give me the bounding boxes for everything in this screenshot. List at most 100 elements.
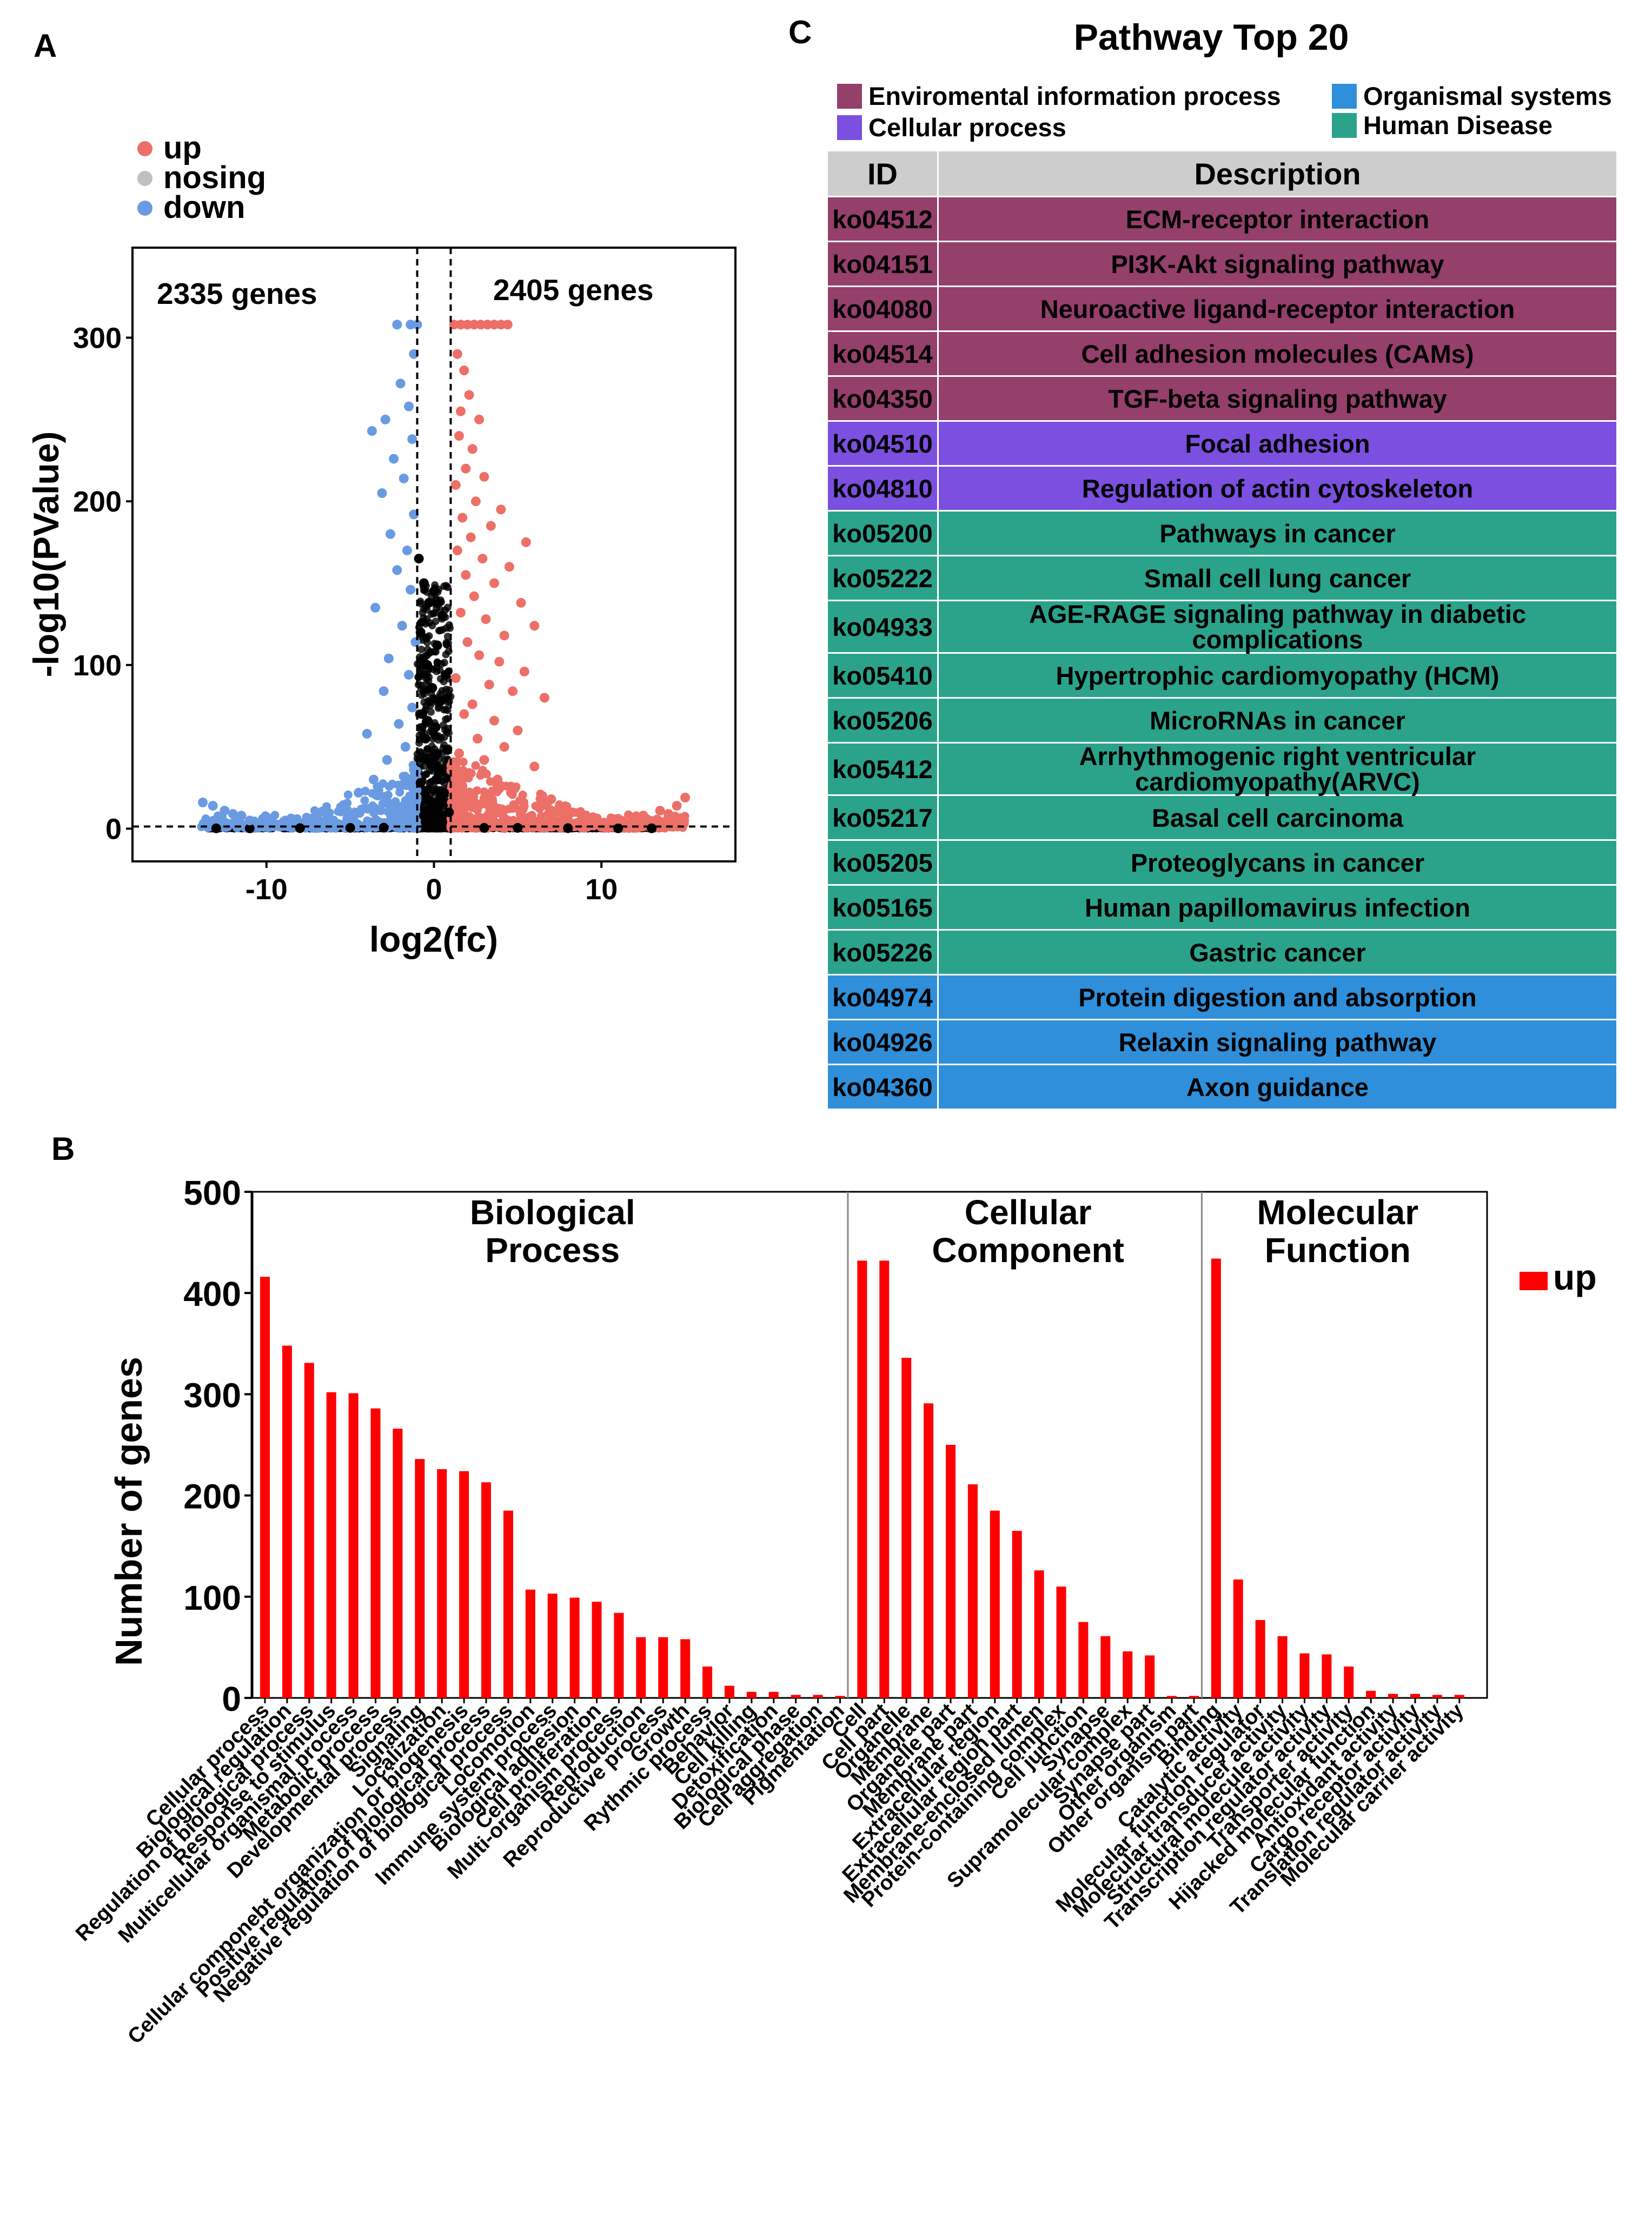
go-bar <box>1034 1570 1044 1698</box>
volcano-axes: 0 100 200 300 -10 0 10 <box>73 322 618 906</box>
kegg-row-description: Proteoglycans in cancer <box>937 839 1618 886</box>
nosing-point <box>429 801 439 811</box>
go-group-title: Function <box>1265 1231 1411 1270</box>
nosing-point <box>613 823 623 833</box>
down-point <box>369 774 379 785</box>
go-plot-frame <box>250 1191 1488 1699</box>
nosing-highlight-points <box>211 554 657 833</box>
kegg-row: ko05226 Gastric cancer <box>826 929 1618 975</box>
nosing-point <box>414 554 424 564</box>
nosing-point <box>421 734 431 744</box>
down-point <box>410 637 421 647</box>
legend-dot-nosing <box>137 171 152 186</box>
go-bar <box>967 1484 978 1698</box>
up-point <box>504 562 514 572</box>
go-bar <box>1211 1258 1221 1698</box>
down-point <box>198 798 208 808</box>
kegg-header-description: Description <box>937 150 1618 197</box>
nosing-point <box>421 817 431 827</box>
down-point <box>400 742 410 752</box>
down-point <box>311 811 322 821</box>
kegg-row-id: ko04350 <box>826 375 939 422</box>
down-point <box>407 434 417 444</box>
go-legend-label: up <box>1553 1257 1597 1297</box>
kegg-legend-item: Enviromental information process <box>837 81 1281 111</box>
go-bar <box>1322 1654 1332 1698</box>
go-group-title: Cellular <box>965 1193 1092 1232</box>
down-point <box>407 702 417 713</box>
kegg-row-description: PI3K-Akt signaling pathway <box>937 241 1618 287</box>
go-y-tick-label: 500 <box>183 1173 241 1212</box>
up-point <box>539 693 549 703</box>
kegg-row: ko04360 Axon guidance <box>826 1064 1618 1110</box>
go-bar <box>481 1482 492 1698</box>
go-bar <box>415 1459 425 1698</box>
kegg-row: ko05412 Arrhythmogenic right ventricular … <box>826 742 1618 796</box>
go-legend-swatch <box>1520 1272 1548 1290</box>
panel-label-a: A <box>34 28 57 64</box>
up-point <box>664 809 674 819</box>
down-point <box>389 454 399 464</box>
go-y-tick-label: 300 <box>183 1376 241 1415</box>
nosing-point <box>429 586 439 596</box>
up-point <box>499 630 509 641</box>
go-bar <box>1344 1666 1354 1698</box>
up-point <box>493 774 503 785</box>
up-point <box>519 666 529 676</box>
up-count-annotation: 2405 genes <box>493 273 654 307</box>
down-count-annotation: 2335 genes <box>157 277 317 310</box>
up-point <box>563 809 573 819</box>
up-point <box>457 781 468 791</box>
up-point <box>489 320 499 330</box>
down-point <box>354 787 364 798</box>
nosing-point <box>295 823 305 833</box>
go-axes: 0 100 200 300 400 500 <box>183 1173 252 1718</box>
up-point <box>605 817 615 827</box>
go-bar <box>393 1429 403 1698</box>
go-bar <box>525 1589 535 1698</box>
go-bar <box>1255 1620 1265 1698</box>
go-bar <box>592 1602 602 1698</box>
up-point <box>506 787 516 798</box>
up-point <box>489 715 499 726</box>
kegg-row: ko05206 MicroRNAs in cancer <box>826 697 1618 744</box>
go-y-tick-label: 400 <box>183 1275 241 1313</box>
go-bar <box>1388 1694 1398 1698</box>
up-point <box>546 794 556 804</box>
kegg-row-id: ko04810 <box>826 465 939 512</box>
kegg-row-id: ko04151 <box>826 241 939 287</box>
up-point <box>489 578 499 588</box>
kegg-legend-swatch <box>1332 83 1357 109</box>
go-bar <box>791 1695 801 1698</box>
kegg-legend-item: Human Disease <box>1332 110 1553 140</box>
volcano-x-axis-label: log2(fc) <box>369 919 498 959</box>
down-point <box>394 719 404 729</box>
kegg-row-description: Small cell lung cancer <box>937 555 1618 601</box>
kegg-row: ko04974 Protein digestion and absorption <box>826 974 1618 1020</box>
kegg-row-description: Axon guidance <box>937 1064 1618 1110</box>
volcano-x-tick-label: -10 <box>246 873 288 906</box>
go-group-title: Component <box>932 1231 1124 1270</box>
up-point <box>680 792 691 802</box>
down-point <box>244 815 255 826</box>
up-point <box>450 480 461 490</box>
go-y-axis-label: Number of genes <box>108 1357 150 1666</box>
up-point <box>496 505 506 515</box>
kegg-pathway-table: ID Description ko04512 ECM-receptor inter… <box>826 150 1618 1110</box>
up-point <box>456 607 466 618</box>
up-point <box>467 444 477 454</box>
up-point <box>508 686 518 696</box>
kegg-row-description: Basal cell carcinoma <box>937 794 1618 841</box>
up-point <box>482 320 493 330</box>
down-point <box>377 488 387 498</box>
go-bar <box>1056 1587 1066 1698</box>
up-point <box>470 496 481 507</box>
go-bar <box>879 1260 890 1698</box>
down-point <box>402 545 412 555</box>
up-point <box>462 320 473 330</box>
go-bar <box>680 1639 691 1698</box>
go-bar <box>1366 1690 1376 1698</box>
kegg-row-description: Gastric cancer <box>937 929 1618 975</box>
down-point <box>337 806 347 816</box>
up-point <box>479 472 489 482</box>
